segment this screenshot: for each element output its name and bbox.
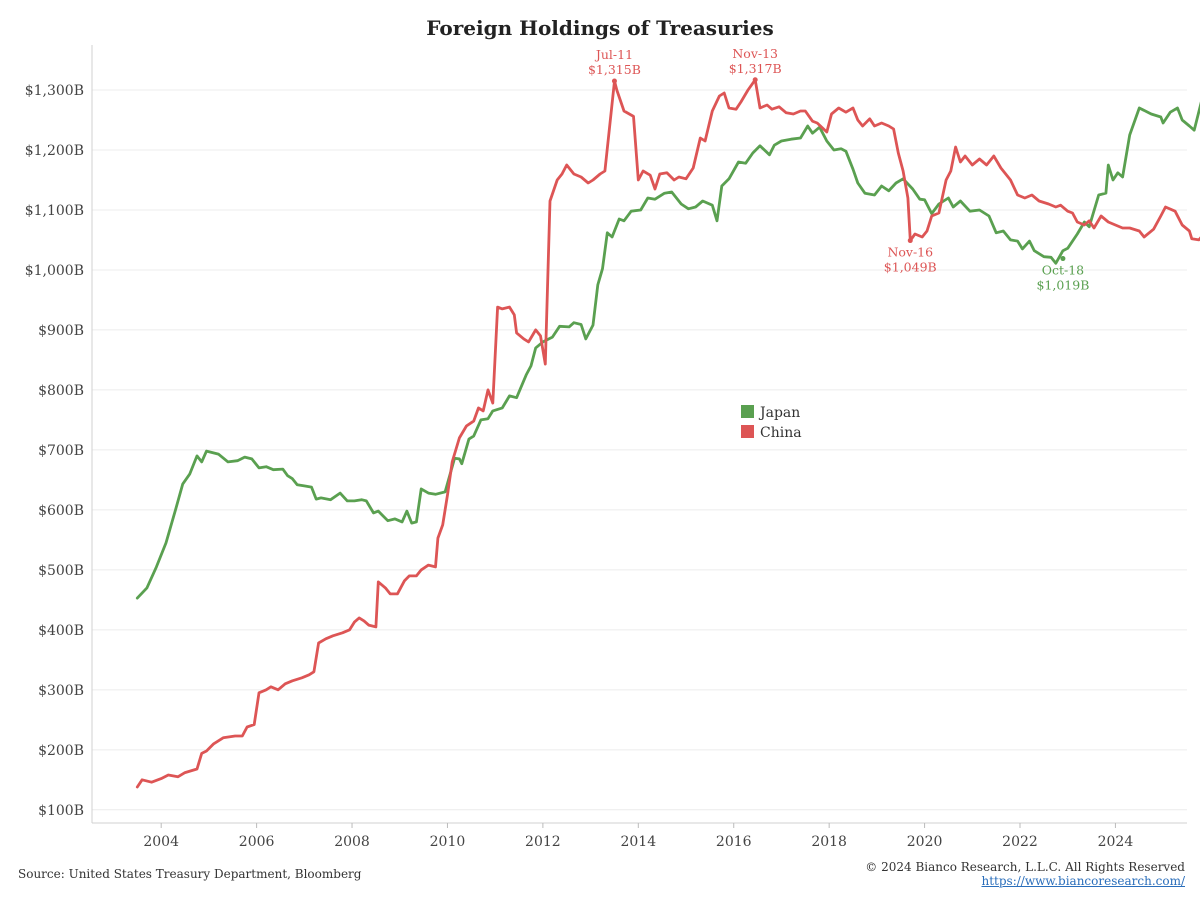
x-tick-label: 2004: [143, 834, 179, 850]
annotation-marker: [611, 78, 617, 84]
y-tick-label: $100B: [38, 803, 84, 819]
x-tick-label: 2024: [1098, 834, 1134, 850]
y-tick-label: $1,200B: [25, 143, 84, 159]
y-tick-label: $300B: [38, 683, 84, 699]
annotation-value: $1,315B: [588, 62, 641, 77]
x-tick-label: 2014: [620, 834, 656, 850]
y-tick-label: $700B: [38, 443, 84, 459]
x-tick-label: 2012: [525, 834, 561, 850]
annotation-date: Nov-16: [887, 245, 933, 260]
x-tick-label: 2020: [907, 834, 943, 850]
annotation-marker: [752, 77, 758, 83]
x-tick-label: 2022: [1002, 834, 1038, 850]
copyright-note: © 2024 Bianco Research, L.L.C. All Right…: [865, 860, 1185, 874]
annotation-value: $1,317B: [729, 61, 782, 76]
x-tick-label: 2010: [430, 834, 466, 850]
annotation-date: Nov-13: [732, 46, 778, 61]
y-tick-label: $600B: [38, 503, 84, 519]
series-line-china: [135, 78, 1200, 789]
y-tick-label: $500B: [38, 563, 84, 579]
x-tick-label: 2016: [716, 834, 752, 850]
source-note: Source: United States Treasury Departmen…: [18, 867, 362, 881]
annotations: Jul-11$1,315B Nov-13$1,317B Nov-16$1,049B O…: [588, 46, 1089, 293]
legend-label-china: China: [760, 425, 802, 441]
annotation-marker: [907, 238, 913, 244]
annotation-date: Oct-18: [1042, 263, 1084, 278]
legend-label-japan: Japan: [758, 405, 800, 421]
annotation-value: $1,049B: [884, 260, 937, 275]
website-link[interactable]: https://www.biancoresearch.com/: [981, 874, 1185, 888]
annotation-marker: [1060, 256, 1066, 262]
y-tick-label: $1,100B: [25, 203, 84, 219]
chart-title: Foreign Holdings of Treasuries: [426, 16, 774, 40]
x-tick-label: 2006: [239, 834, 275, 850]
series-lines: [135, 78, 1200, 789]
annotation-value: $1,019B: [1036, 278, 1089, 293]
series-line-japan: [135, 101, 1200, 600]
x-tick-label: 2018: [811, 834, 847, 850]
y-tick-label: $1,300B: [25, 83, 84, 99]
legend: Japan China: [741, 405, 802, 441]
x-axis-tick-labels: 2004 2006 2008 2010 2012 2014 2016 2018 2020 2022…: [143, 834, 1133, 850]
legend-swatch-japan: [741, 405, 754, 418]
y-tick-label: $1,000B: [25, 263, 84, 279]
y-tick-label: $900B: [38, 323, 84, 339]
y-tick-label: $200B: [38, 743, 84, 759]
y-axis-tick-labels: $100B $200B $300B $400B $500B $600B $700B $800B…: [25, 83, 84, 819]
y-tick-label: $800B: [38, 383, 84, 399]
annotation-date: Jul-11: [594, 47, 633, 62]
y-tick-label: $400B: [38, 623, 84, 639]
legend-swatch-china: [741, 425, 754, 438]
x-tick-label: 2008: [334, 834, 370, 850]
axes: [91, 45, 1187, 828]
